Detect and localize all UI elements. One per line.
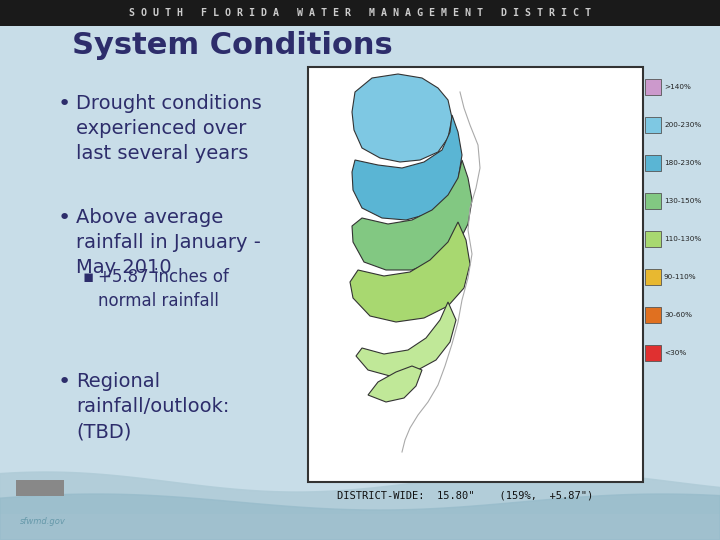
FancyBboxPatch shape bbox=[645, 117, 661, 133]
Polygon shape bbox=[352, 115, 462, 220]
Text: System Conditions: System Conditions bbox=[72, 31, 392, 60]
Text: •: • bbox=[58, 208, 71, 228]
FancyBboxPatch shape bbox=[645, 231, 661, 247]
FancyBboxPatch shape bbox=[16, 480, 64, 496]
Text: 90-110%: 90-110% bbox=[664, 274, 697, 280]
Text: 30-60%: 30-60% bbox=[664, 312, 692, 318]
Text: •: • bbox=[58, 94, 71, 114]
FancyBboxPatch shape bbox=[0, 0, 720, 26]
Text: Drought conditions
experienced over
last several years: Drought conditions experienced over last… bbox=[76, 94, 262, 163]
Polygon shape bbox=[368, 366, 422, 402]
Polygon shape bbox=[352, 74, 452, 162]
FancyBboxPatch shape bbox=[0, 514, 720, 540]
Text: Above average
rainfall in January -
May 2010: Above average rainfall in January - May … bbox=[76, 208, 261, 277]
Text: +5.87 inches of
normal rainfall: +5.87 inches of normal rainfall bbox=[98, 268, 229, 309]
Text: <30%: <30% bbox=[664, 350, 686, 356]
FancyBboxPatch shape bbox=[645, 307, 661, 323]
FancyBboxPatch shape bbox=[308, 67, 643, 482]
FancyBboxPatch shape bbox=[645, 345, 661, 361]
Polygon shape bbox=[356, 302, 456, 376]
FancyBboxPatch shape bbox=[645, 193, 661, 209]
FancyBboxPatch shape bbox=[645, 155, 661, 171]
Text: DISTRICT-WIDE:  15.80"    (159%,  +5.87"): DISTRICT-WIDE: 15.80" (159%, +5.87") bbox=[338, 490, 593, 500]
Text: ▪: ▪ bbox=[82, 268, 94, 286]
FancyBboxPatch shape bbox=[645, 79, 661, 95]
Text: 110-130%: 110-130% bbox=[664, 236, 701, 242]
Text: sfwmd.gov: sfwmd.gov bbox=[20, 517, 66, 526]
Text: 200-230%: 200-230% bbox=[664, 122, 701, 128]
Text: •: • bbox=[58, 372, 71, 392]
Text: >140%: >140% bbox=[664, 84, 691, 90]
Polygon shape bbox=[350, 222, 470, 322]
Text: Regional
rainfall/outlook:
(TBD): Regional rainfall/outlook: (TBD) bbox=[76, 372, 230, 441]
Text: S O U T H   F L O R I D A   W A T E R   M A N A G E M E N T   D I S T R I C T: S O U T H F L O R I D A W A T E R M A N … bbox=[129, 8, 591, 18]
Polygon shape bbox=[352, 160, 472, 270]
Text: 130-150%: 130-150% bbox=[664, 198, 701, 204]
FancyBboxPatch shape bbox=[645, 269, 661, 285]
Text: 180-230%: 180-230% bbox=[664, 160, 701, 166]
